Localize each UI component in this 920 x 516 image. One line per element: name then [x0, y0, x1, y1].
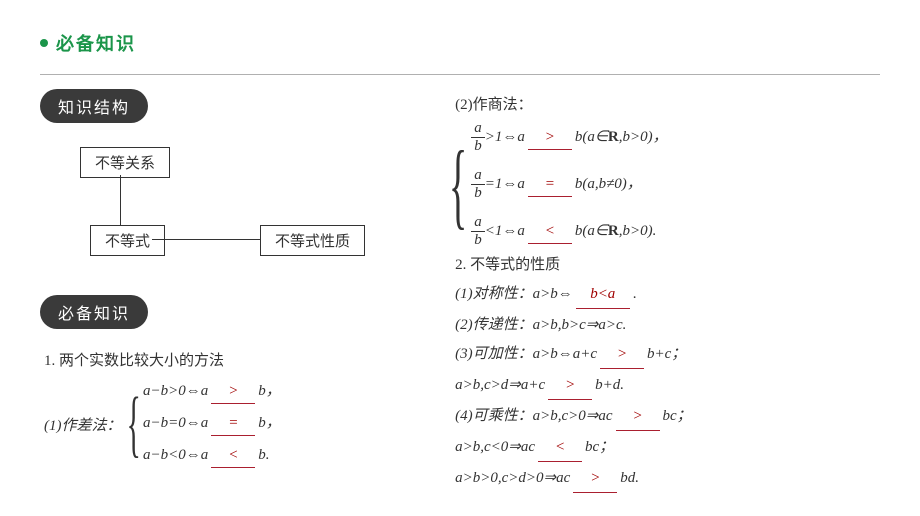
prop-row: (1)对称性：a>b⇔b<a.	[455, 281, 880, 309]
answer-blank: >	[616, 403, 660, 431]
case-row: ab>1⇔a>b(a∈R,b>0)，	[471, 121, 667, 154]
answer-blank: =	[528, 173, 572, 197]
node-property: 不等式性质	[260, 225, 365, 256]
case-row: ab<1⇔a<b(a∈R,b>0).	[471, 215, 667, 248]
edge	[120, 175, 121, 201]
prop-row: (4)可乘性：a>b,c>0⇒ac>bc；	[455, 403, 880, 431]
brace-icon: {	[126, 382, 140, 466]
answer-blank: <	[538, 434, 582, 462]
prop-row: a>b,c<0⇒ac<bc；	[455, 434, 880, 462]
header-title: 必备知识	[56, 30, 136, 56]
subtract-label: (1)作差法：	[44, 414, 126, 435]
prop-row: (3)可加性：a>b⇔a+c>b+c；	[455, 341, 880, 369]
answer-blank: =	[211, 412, 255, 436]
right-column: (2)作商法： { ab>1⇔a>b(a∈R,b>0)， ab=1⇔a=b(a,…	[455, 89, 880, 496]
subtract-method: (1)作差法： { a−b>0⇔a>b， a−b=0⇔a=b， a−b<0⇔a<…	[44, 380, 445, 468]
pill-structure: 知识结构	[40, 89, 148, 123]
case-row: a−b<0⇔a<b.	[143, 444, 281, 468]
left-column: 知识结构 不等关系 不等式 不等式性质 必备知识 1. 两个实数比较大小的方法 …	[40, 89, 455, 496]
answer-blank: >	[528, 126, 572, 150]
answer-blank: >	[600, 341, 644, 369]
answer-blank: <	[211, 444, 255, 468]
header: 必备知识	[40, 30, 880, 56]
prop-row: a>b,c>d⇒a+c>b+d.	[455, 372, 880, 400]
brace-icon: {	[449, 129, 467, 241]
case-row: ab=1⇔a=b(a,b≠0)，	[471, 168, 667, 201]
answer-blank: >	[211, 380, 255, 404]
quotient-label: (2)作商法：	[455, 92, 880, 118]
edge	[120, 201, 121, 225]
case-row: a−b>0⇔a>b，	[143, 380, 281, 404]
bullet-icon	[40, 39, 48, 47]
structure-diagram: 不等关系 不等式 不等式性质	[60, 147, 445, 277]
page: 必备知识 知识结构 不等关系 不等式 不等式性质 必备知识 1. 两个实数比较大…	[0, 0, 920, 516]
section-title-1: 1. 两个实数比较大小的方法	[44, 349, 445, 370]
answer-blank: >	[573, 465, 617, 493]
props-title: 2. 不等式的性质	[455, 252, 880, 278]
divider	[40, 74, 880, 75]
quotient-method: { ab>1⇔a>b(a∈R,b>0)， ab=1⇔a=b(a,b≠0)， ab…	[449, 121, 880, 248]
pill-essential: 必备知识	[40, 295, 148, 329]
answer-blank: <	[528, 220, 572, 244]
columns: 知识结构 不等关系 不等式 不等式性质 必备知识 1. 两个实数比较大小的方法 …	[40, 89, 880, 496]
answer-blank: >	[548, 372, 592, 400]
prop-row: a>b>0,c>d>0⇒ac>bd.	[455, 465, 880, 493]
node-inequality: 不等式	[90, 225, 165, 256]
answer-blank: b<a	[576, 281, 630, 309]
prop-row: (2)传递性：a>b,b>c⇒a>c.	[455, 312, 880, 338]
subtract-cases: a−b>0⇔a>b， a−b=0⇔a=b， a−b<0⇔a<b.	[143, 380, 281, 468]
edge	[152, 239, 260, 240]
case-row: a−b=0⇔a=b，	[143, 412, 281, 436]
node-relation: 不等关系	[80, 147, 170, 178]
quotient-cases: ab>1⇔a>b(a∈R,b>0)， ab=1⇔a=b(a,b≠0)， ab<1…	[471, 121, 667, 248]
